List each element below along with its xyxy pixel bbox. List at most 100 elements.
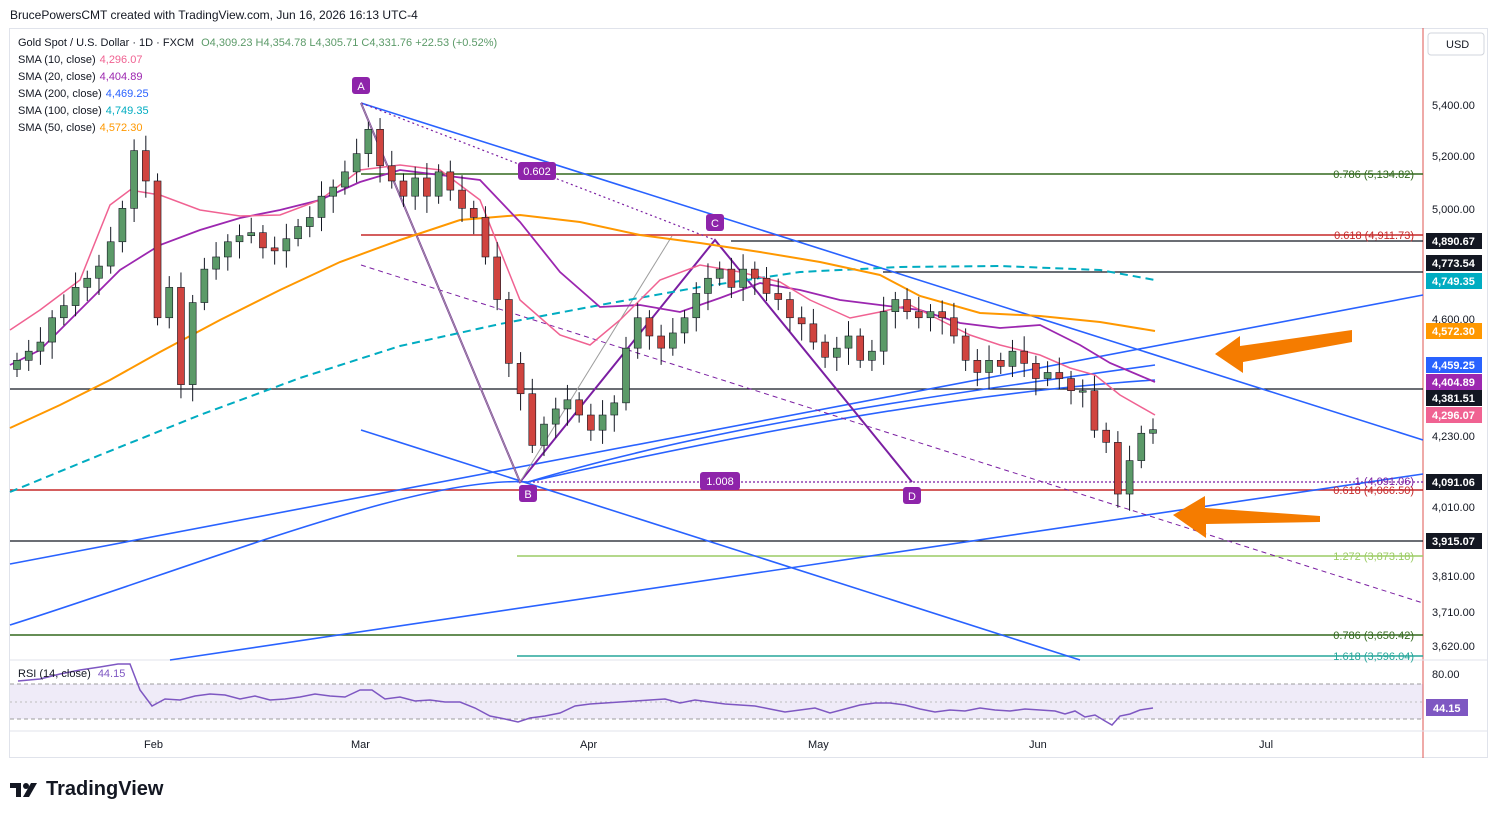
label-d[interactable]: D [903,487,921,504]
price-badge-text: 4,572.30 [1432,326,1475,338]
price-badge-text: 4,091.06 [1432,477,1475,489]
label-b[interactable]: B [519,485,537,502]
candle-up [540,423,548,446]
price-badge-text: 4,381.51 [1432,393,1475,405]
candle-down [516,363,525,395]
candle-down [903,299,911,312]
candle-up [71,287,80,306]
rsi-badge [1426,699,1468,716]
candle-up [188,302,197,385]
price-badges: 4,890.67 4,773.54 4,749.35 4,572.30 4,459.25… [1426,233,1482,549]
candle-down [961,335,970,361]
candle-down [481,217,490,258]
candle-down [1114,442,1122,495]
ratio-1008[interactable]: 1.008 [700,472,740,490]
candle-up [680,317,689,334]
candle-down [950,317,958,337]
price-badge-text: 4,404.89 [1432,377,1475,389]
price-badge [1426,407,1482,423]
candle-down [1020,350,1028,364]
candle-up [329,186,338,197]
tick-label: 3,810.00 [1432,571,1475,583]
time-label: Mar [351,739,370,751]
candle-up [83,277,92,288]
time-label: Jul [1259,739,1273,751]
label-c[interactable]: C [706,214,724,231]
candle-down [786,299,794,319]
candle-down [446,171,455,191]
legend-sma100: SMA (100, close) 4,749.35 [18,105,149,117]
candle-up [317,195,326,218]
ohlc-close: C4,331.76 [361,37,413,49]
tick-label: 4,230.00 [1432,431,1475,443]
ohlc-low: L4,305.71 [309,37,359,49]
fib-label-0786-lower: 0.786 (3,650.42) [1333,630,1414,642]
candle-up [341,171,349,188]
header-credit: BrucePowersCMT created with TradingView.… [10,8,418,22]
candle-down [774,293,783,300]
arrow-lower-icon [1173,496,1320,538]
candle-up [1149,429,1157,434]
price-badge [1426,323,1482,339]
fib-label-0786-upper: 0.786 (5,134.82) [1333,169,1414,181]
candle-down [153,180,162,319]
candle-down [1032,363,1040,379]
price-badge [1426,374,1482,390]
candle-up [294,226,302,240]
usd-button-label: USD [1446,39,1469,51]
candle-up [224,241,232,258]
chart-frame[interactable] [9,28,1488,758]
legend-symbol-row: Gold Spot / U.S. Dollar · 1D · FXCM O4,3… [18,35,497,52]
candle-down [762,277,771,294]
abcd-pattern[interactable] [360,102,913,484]
candle-down [797,317,806,325]
candle-up [844,335,853,349]
rsi-legend: RSI (14, close) 44.15 [18,668,125,680]
tick-label: 5,000.00 [1432,204,1475,216]
candle-up [985,360,993,373]
candle-up [610,402,619,416]
legend-sma50: SMA (50, close) 4,572.30 [18,122,143,134]
candle-down [914,311,923,319]
arrow-upper-icon [1215,330,1352,373]
trendlines[interactable] [9,102,1424,661]
candle-up [1008,350,1017,367]
ratio-0602[interactable]: 0.602 [518,162,556,180]
candle-up [692,293,701,319]
candle-down [809,323,818,343]
rsi-badge-text: 44.15 [1433,703,1461,715]
candle-down [177,287,185,385]
ratio-1008-text: 1.008 [706,476,734,488]
symbol-line: Gold Spot / U.S. Dollar · 1D · FXCM [18,37,195,49]
candle-up [633,317,642,349]
ratio-0602-text: 0.602 [523,166,551,178]
rsi-label: RSI (14, close) [18,668,91,680]
fib-label-0618-upper: 0.618 (4,911.73) [1334,230,1414,242]
candle-down [973,360,982,373]
candle-up [130,150,138,209]
ohlc-open: O4,309.23 [201,37,253,49]
usd-button[interactable]: USD [1427,32,1485,56]
candle-up [24,350,33,361]
candle-up [411,177,419,197]
candle-up [868,350,876,361]
time-label: Jun [1029,739,1047,751]
candle-down [142,150,150,182]
label-a[interactable]: A [352,77,370,94]
candle-down [856,335,865,361]
candle-up [715,268,724,279]
rsi-line [17,663,1154,726]
tick-label: 3,620.00 [1432,641,1475,653]
candle-down [1067,378,1075,391]
candle-up [1043,372,1052,379]
legend: Gold Spot / U.S. Dollar · 1D · FXCM O4,3… [18,35,497,137]
brand[interactable]: TradingView [10,778,163,801]
candle-up [305,217,314,227]
candles[interactable] [13,118,1157,511]
price-badge-text: 4,749.35 [1432,276,1475,288]
price-badge-text: 4,459.25 [1432,360,1475,372]
price-badge [1426,255,1482,271]
brand-name: TradingView [46,778,164,800]
candle-up [551,408,560,425]
